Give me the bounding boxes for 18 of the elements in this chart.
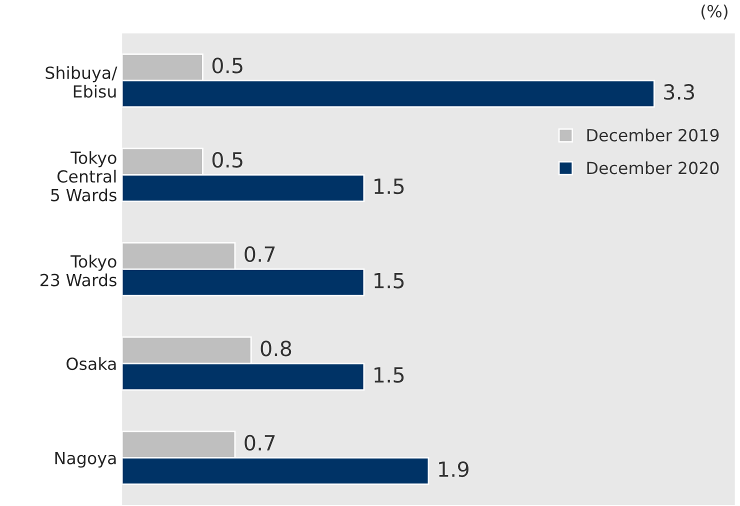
data-label: 1.5 — [374, 367, 404, 383]
data-label: 0.5 — [212, 152, 242, 168]
data-label: 1.5 — [374, 272, 404, 288]
y-tick-label: Tokyo 23 Wards — [40, 254, 116, 286]
data-label: 1.9 — [439, 461, 468, 478]
text: (%) — [701, 4, 728, 20]
data-label: 0.5 — [212, 58, 242, 74]
data-label: 0.8 — [260, 340, 292, 356]
data-label: 3.3 — [664, 84, 694, 100]
legend-label: December 2020 — [587, 161, 719, 174]
y-tick-label: Shibuya/ Ebisu — [46, 66, 118, 98]
data-label: 0.7 — [244, 246, 275, 262]
y-tick-label: Nagoya — [55, 452, 116, 468]
y-tick-label: Tokyo Central 5 Wards — [51, 151, 116, 202]
y-tick-label: Osaka — [66, 357, 116, 370]
data-label: 0.7 — [244, 434, 275, 451]
legend-label: December 2019 — [587, 128, 719, 142]
data-label: 1.5 — [374, 178, 404, 194]
